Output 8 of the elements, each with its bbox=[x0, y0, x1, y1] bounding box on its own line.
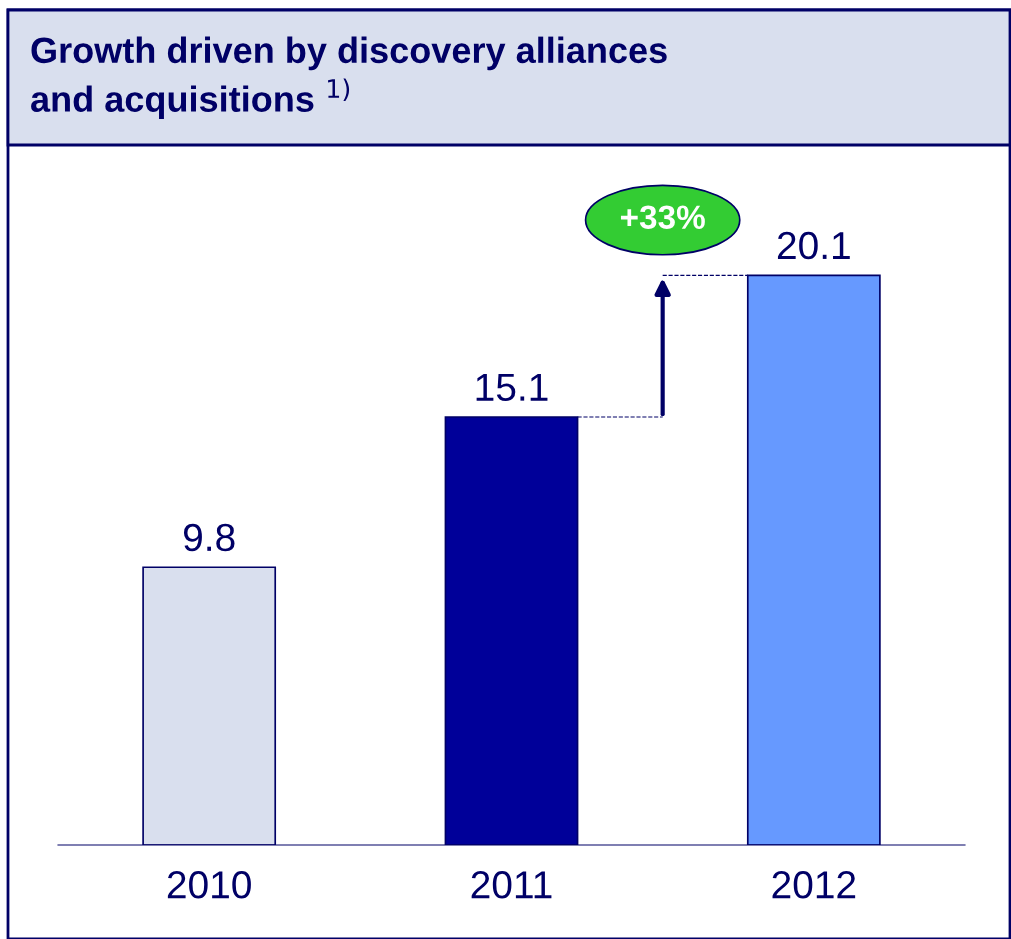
data-label: 9.8 bbox=[183, 523, 235, 552]
data-label: 20.1 bbox=[777, 231, 850, 260]
x-tick-label: 2011 bbox=[471, 871, 552, 899]
data-label: 15.1 bbox=[476, 373, 548, 402]
chart-title: Growth driven by discovery alliances and acquisitions $^{1)}$ bbox=[31, 36, 667, 120]
x-tick-label: 2010 bbox=[167, 871, 251, 899]
x-tick-label: 2012 bbox=[772, 871, 856, 899]
text: +33% bbox=[620, 205, 705, 230]
